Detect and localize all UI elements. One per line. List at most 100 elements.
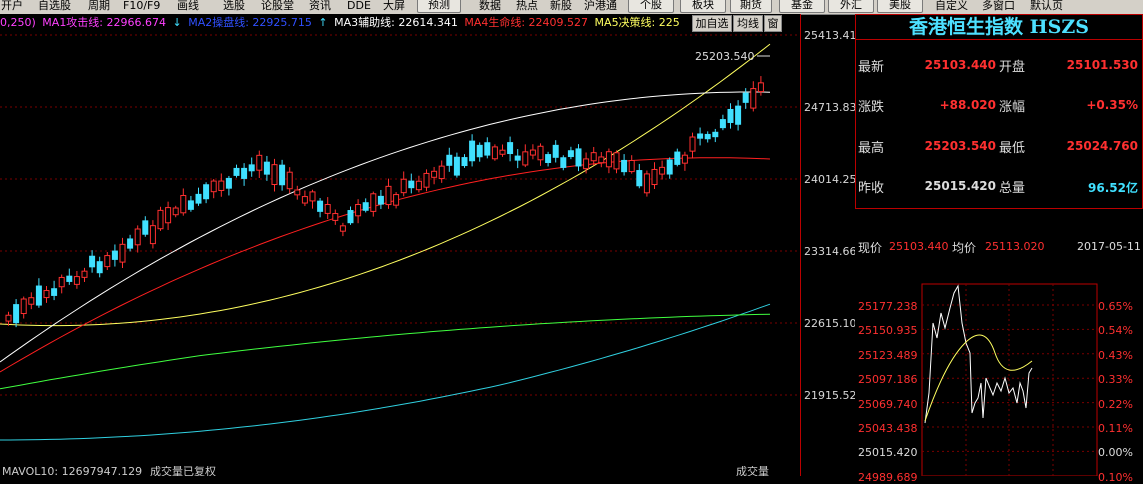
- candle: [66, 275, 73, 282]
- ma2-arrow-icon: ↑: [318, 16, 328, 29]
- candle: [111, 250, 118, 260]
- intraday-price-label: 25150.935: [858, 324, 918, 338]
- menu-f10[interactable]: F10/F9: [123, 0, 161, 12]
- menu-custom[interactable]: 自定义: [935, 0, 968, 12]
- intraday-price-label: 25069.740: [858, 397, 918, 411]
- add-watchlist-button[interactable]: 加自选: [692, 15, 732, 32]
- menu-hk-connect[interactable]: 沪港通: [584, 0, 617, 12]
- candle: [104, 255, 111, 268]
- menu-stock-picker[interactable]: 选股: [223, 0, 245, 12]
- candle: [529, 149, 536, 156]
- menu-draw-line[interactable]: 画线: [177, 0, 199, 12]
- candle: [263, 161, 270, 175]
- candle: [567, 150, 574, 158]
- quote-label: 最高: [858, 141, 885, 156]
- candle: [507, 142, 514, 155]
- candle: [187, 200, 194, 210]
- menu-big-screen[interactable]: 大屏: [383, 0, 405, 12]
- menu-default-page[interactable]: 默认页: [1030, 0, 1063, 12]
- intraday-lines: [924, 284, 1033, 424]
- candle: [590, 152, 597, 162]
- forecast-button[interactable]: 预测: [417, 0, 461, 13]
- menu-ipo[interactable]: 新股: [550, 0, 572, 12]
- stock-button[interactable]: 个股: [628, 0, 674, 13]
- ma1-legend: MA1攻击线: 22966.674: [42, 16, 166, 29]
- candle: [142, 220, 149, 235]
- fund-button[interactable]: 基金: [779, 0, 825, 13]
- candle: [165, 207, 172, 224]
- intraday-percent-label: 0.11%: [1098, 422, 1133, 435]
- intraday-price-label: 25123.489: [858, 348, 918, 362]
- intraday-price-line: [924, 284, 1033, 424]
- us-stock-button[interactable]: 美股: [877, 0, 923, 13]
- candle: [233, 167, 240, 176]
- intraday-avg-line: [924, 334, 1033, 422]
- candle: [241, 167, 248, 179]
- candle: [96, 261, 103, 274]
- intraday-percent-label: 0.00%: [1098, 446, 1133, 460]
- candle: [355, 203, 362, 217]
- axis-label: 22615.10: [804, 317, 857, 330]
- candle: [347, 210, 354, 224]
- axis-divider: [800, 14, 801, 476]
- candle: [408, 180, 415, 189]
- ma-params: 0,250): [0, 16, 36, 29]
- ma6-line: [0, 313, 771, 390]
- menu-forum[interactable]: 论股堂: [261, 0, 294, 12]
- prev-close: 25015.420: [924, 179, 996, 193]
- intraday-percent-label: 0.65%: [1098, 300, 1133, 313]
- candle: [712, 131, 719, 138]
- candle: [362, 202, 369, 211]
- menu-period[interactable]: 周期: [88, 0, 110, 12]
- quote-label: 涨跌: [858, 100, 885, 115]
- mavol-label: MAVOL10: 12697947.129: [2, 466, 143, 476]
- intraday-percent-label: 0.54%: [1098, 324, 1133, 338]
- candle: [256, 154, 263, 171]
- candle: [727, 108, 734, 123]
- candle: [659, 166, 666, 175]
- intraday-percent-label: 0.43%: [1098, 348, 1133, 362]
- candle: [431, 170, 438, 178]
- axis-label: 23314.66: [804, 245, 857, 258]
- menu-watchlist[interactable]: 自选股: [38, 0, 71, 12]
- intraday-price-label: 25177.238: [858, 300, 918, 313]
- candle: [43, 290, 50, 299]
- candle: [605, 151, 612, 168]
- change-percent: +0.35%: [1086, 98, 1138, 112]
- ma-toggle-button[interactable]: 均线: [733, 15, 763, 32]
- candle: [719, 119, 726, 129]
- menu-multi-window[interactable]: 多窗口: [982, 0, 1015, 12]
- intraday-price-label: 25097.186: [858, 373, 918, 387]
- menu-hot[interactable]: 热点: [516, 0, 538, 12]
- ma2-legend: MA2操盘线: 22925.715: [188, 16, 312, 29]
- candlestick-chart[interactable]: 25203.540: [0, 32, 800, 476]
- menu-data[interactable]: 数据: [479, 0, 501, 12]
- candle: [628, 159, 635, 173]
- menu-open-account[interactable]: 开户: [1, 0, 23, 12]
- futures-button[interactable]: 期货: [730, 0, 772, 13]
- menu-dde[interactable]: DDE: [347, 0, 371, 12]
- quote-panel: [855, 14, 1143, 476]
- candle: [172, 207, 179, 216]
- candle: [636, 170, 643, 187]
- low-price: 25024.760: [1066, 139, 1138, 153]
- candle: [370, 193, 377, 212]
- candle: [697, 133, 704, 139]
- candle: [301, 196, 308, 204]
- sector-button[interactable]: 板块: [680, 0, 726, 13]
- quote-label: 昨收: [858, 181, 885, 196]
- candle: [385, 185, 392, 206]
- avg-price-label: 均价: [952, 241, 977, 255]
- quote-label: 最低: [999, 141, 1026, 156]
- candle: [757, 82, 764, 93]
- candle: [73, 276, 80, 285]
- candle: [499, 149, 506, 155]
- window-button[interactable]: 窗: [764, 15, 782, 32]
- candle: [560, 157, 567, 168]
- forex-button[interactable]: 外汇: [828, 0, 874, 13]
- high-price-label: 25203.540: [695, 50, 755, 63]
- candle: [127, 238, 134, 249]
- menu-news[interactable]: 资讯: [309, 0, 331, 12]
- now-price-label: 现价: [858, 241, 883, 255]
- ma5-legend: MA5决策线: 225: [594, 16, 680, 29]
